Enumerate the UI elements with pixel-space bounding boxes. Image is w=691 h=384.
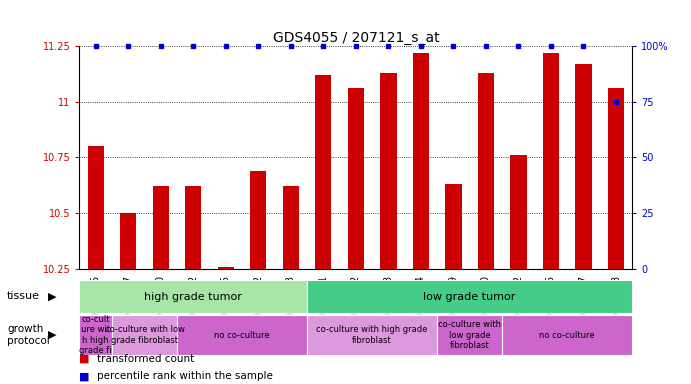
Bar [79,315,112,355]
Text: no co-culture: no co-culture [214,331,270,339]
Text: ■: ■ [79,354,90,364]
Bar [307,315,437,355]
Bar [543,53,559,269]
Text: transformed count: transformed count [97,354,194,364]
Bar [413,53,429,269]
Bar [120,213,136,269]
Text: co-culture with low
grade fibroblast: co-culture with low grade fibroblast [104,325,184,345]
Bar [79,280,307,313]
Bar [576,64,591,269]
Text: co-culture with high grade
fibroblast: co-culture with high grade fibroblast [316,325,428,345]
Bar [185,186,201,269]
Bar [477,73,494,269]
Bar [177,315,307,355]
Bar [380,73,397,269]
Bar [348,88,364,269]
Bar [502,315,632,355]
Text: co-culture with
low grade
fibroblast: co-culture with low grade fibroblast [438,320,501,350]
Text: ■: ■ [79,371,90,381]
Text: tissue: tissue [7,291,40,301]
Text: low grade tumor: low grade tumor [424,291,516,302]
Bar [153,186,169,269]
Text: ▶: ▶ [48,291,56,301]
Bar [445,184,462,269]
Text: ▶: ▶ [48,330,56,340]
Text: no co-culture: no co-culture [540,331,595,339]
Bar [88,146,104,269]
Text: co-cult
ure wit
h high
grade fi: co-cult ure wit h high grade fi [79,315,112,355]
Bar [307,280,632,313]
Text: percentile rank within the sample: percentile rank within the sample [97,371,273,381]
Text: growth
protocol: growth protocol [7,324,50,346]
Bar [112,315,177,355]
Bar [218,266,234,269]
Bar [608,88,624,269]
Text: high grade tumor: high grade tumor [144,291,243,302]
Title: GDS4055 / 207121_s_at: GDS4055 / 207121_s_at [272,31,439,45]
Bar [250,171,267,269]
Bar [511,155,527,269]
Bar [437,315,502,355]
Bar [315,75,332,269]
Bar [283,186,299,269]
